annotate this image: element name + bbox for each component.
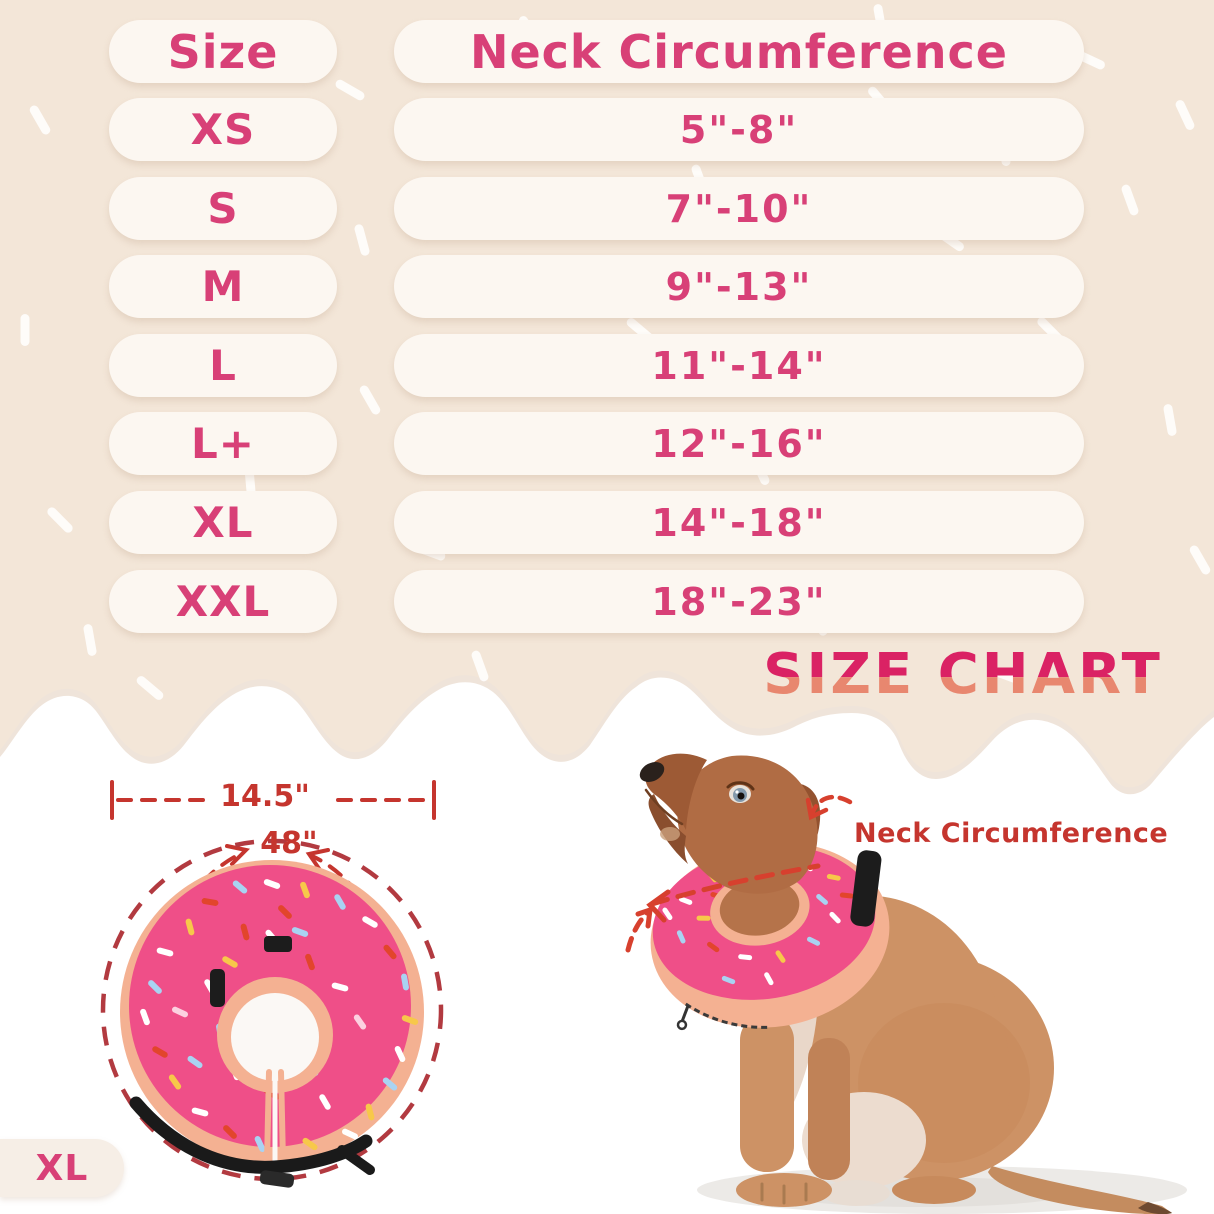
row-xs-neck: 5"-8" [394, 98, 1084, 161]
diameter-ruler [110, 780, 436, 820]
header-neck: Neck Circumference [394, 20, 1084, 83]
row-xs-size: XS [109, 98, 337, 161]
dog-head [639, 753, 821, 894]
row-s-neck: 7"-10" [394, 177, 1084, 240]
neck-value: 7"-10" [665, 186, 813, 231]
row-lplus-size: L+ [109, 412, 337, 475]
row-xl-neck: 14"-18" [394, 491, 1084, 554]
row-l-size: L [109, 334, 337, 397]
row-lplus-neck: 12"-16" [394, 412, 1084, 475]
header-size-label: Size [167, 24, 279, 79]
header-size: Size [109, 20, 337, 83]
row-m-neck: 9"-13" [394, 255, 1084, 318]
neck-value: 11"-14" [651, 343, 827, 388]
size-value: L [209, 341, 237, 390]
dog-collar [650, 842, 890, 1031]
neck-circumference-annotation: Neck Circumference [854, 818, 1169, 849]
title-bottom-half: SIZE CHART [763, 642, 1163, 707]
neck-value: 12"-16" [651, 421, 827, 466]
diameter-label: 14.5" [220, 779, 310, 814]
neck-value: 18"-23" [651, 579, 827, 624]
neck-value: 14"-18" [651, 500, 827, 545]
title-top-half: SIZE CHART [763, 642, 1163, 707]
selected-size-label: XL [35, 1147, 89, 1189]
header-neck-label: Neck Circumference [469, 24, 1009, 79]
row-xxl-neck: 18"-23" [394, 570, 1084, 633]
selected-size-badge: XL [0, 1139, 124, 1197]
dog-figure [625, 753, 1187, 1214]
size-value: XS [190, 105, 256, 154]
donut-collar [120, 860, 424, 1188]
neck-value: 5"-8" [679, 107, 799, 152]
size-value: M [201, 262, 245, 311]
size-chart-title: SIZE CHART SIZE CHART [758, 642, 1168, 712]
donut-collar-diagram [100, 780, 444, 1188]
row-m-size: M [109, 255, 337, 318]
size-value: L+ [191, 419, 255, 468]
size-value: XL [192, 498, 254, 547]
row-s-size: S [109, 177, 337, 240]
neck-value: 9"-13" [665, 264, 813, 309]
size-value: XXL [175, 577, 271, 626]
row-xxl-size: XXL [109, 570, 337, 633]
row-xl-size: XL [109, 491, 337, 554]
circumference-label: 48" [260, 826, 318, 861]
row-l-neck: 11"-14" [394, 334, 1084, 397]
size-value: S [207, 184, 239, 233]
neck-measure-marks [625, 794, 853, 953]
